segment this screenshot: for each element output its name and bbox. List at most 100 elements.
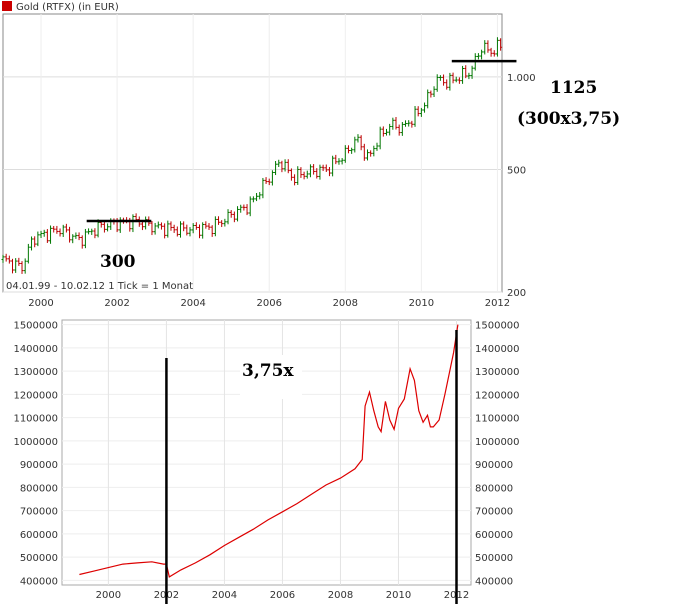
ohlc-bar bbox=[52, 225, 56, 233]
value-y-tick-label-left: 1000000 bbox=[13, 437, 58, 448]
ohlc-bar bbox=[394, 117, 398, 130]
ohlc-bar bbox=[404, 120, 408, 127]
value-x-tick-label: 2006 bbox=[270, 590, 295, 601]
ohlc-bar bbox=[217, 216, 221, 225]
ohlc-bar bbox=[49, 225, 53, 244]
ohlc-bar bbox=[378, 126, 382, 150]
value-y-tick-label-right: 1200000 bbox=[475, 390, 520, 401]
ohlc-bar bbox=[419, 107, 423, 117]
ohlc-bar bbox=[353, 136, 357, 153]
ohlc-bar bbox=[483, 40, 487, 55]
ohlc-bar bbox=[42, 229, 46, 237]
gold-x-axis: 2000 2002 2004 2006 2008 2010 2012 bbox=[28, 298, 510, 309]
value-y-tick-label-left: 700000 bbox=[20, 507, 58, 518]
ohlc-bar bbox=[277, 159, 281, 168]
ohlc-bar bbox=[61, 224, 65, 237]
value-y-tick-label-left: 1200000 bbox=[13, 390, 58, 401]
ohlc-bar bbox=[191, 223, 195, 234]
ohlc-bar bbox=[11, 258, 15, 274]
ohlc-bar bbox=[467, 72, 471, 80]
ohlc-bar bbox=[245, 204, 249, 216]
ohlc-bar bbox=[299, 167, 303, 178]
ohlc-bar bbox=[207, 223, 211, 230]
ohlc-bar bbox=[365, 149, 369, 161]
ohlc-bar bbox=[232, 211, 236, 223]
ohlc-bar bbox=[26, 243, 30, 264]
ohlc-bar bbox=[220, 220, 224, 228]
value-y-tick-label-right: 1000000 bbox=[475, 437, 520, 448]
ohlc-bar bbox=[248, 196, 252, 217]
gold-footer: 04.01.99 - 10.02.12 1 Tick = 1 Monat bbox=[6, 281, 193, 292]
value-y-tick-label-left: 400000 bbox=[20, 576, 58, 587]
ohlc-bar bbox=[429, 90, 433, 98]
value-y-tick-label-left: 1400000 bbox=[13, 344, 58, 355]
annotation-1125: 1125 bbox=[550, 78, 597, 98]
ohlc-bar bbox=[350, 147, 354, 154]
ohlc-bar bbox=[156, 221, 160, 229]
ohlc-bar bbox=[64, 223, 68, 233]
value-y-tick-label-left: 1300000 bbox=[13, 367, 58, 378]
ohlc-bar bbox=[286, 159, 290, 174]
ohlc-bar bbox=[30, 236, 34, 251]
ohlc-bar bbox=[499, 38, 503, 51]
ohlc-bar bbox=[178, 221, 182, 238]
ohlc-bar bbox=[106, 223, 110, 232]
value-y-tick-label-left: 1100000 bbox=[13, 414, 58, 425]
ohlc-bar bbox=[372, 145, 376, 157]
gold-chart-title: Gold (RTFX) (in EUR) bbox=[16, 2, 119, 13]
ohlc-bar bbox=[369, 150, 373, 157]
ohlc-bar bbox=[340, 158, 344, 165]
ohlc-bar bbox=[45, 229, 49, 243]
ohlc-bar bbox=[236, 206, 240, 222]
value-x-tick-label: 2000 bbox=[96, 590, 121, 601]
ohlc-bar bbox=[36, 231, 40, 247]
value-y-tick-label-right: 700000 bbox=[475, 507, 513, 518]
ohlc-bar bbox=[68, 226, 72, 243]
ohlc-bar bbox=[226, 209, 230, 225]
ohlc-bar bbox=[438, 75, 442, 81]
value-chart: 400000 400000 500000 500000 600000 600000 7000… bbox=[13, 319, 520, 604]
ohlc-bar bbox=[23, 258, 27, 274]
ohlc-bar bbox=[331, 155, 335, 177]
ohlc-bar bbox=[343, 145, 347, 163]
ohlc-bar bbox=[381, 126, 385, 137]
value-y-tick-label-left: 500000 bbox=[20, 553, 58, 564]
legend-swatch bbox=[2, 1, 12, 11]
ohlc-bar bbox=[321, 164, 325, 172]
ohlc-bar bbox=[172, 224, 176, 233]
ohlc-bar bbox=[159, 222, 163, 230]
ohlc-bar bbox=[185, 224, 189, 236]
ohlc-bar bbox=[432, 86, 436, 98]
ohlc-bar bbox=[140, 222, 144, 231]
ohlc-bar bbox=[71, 234, 75, 244]
ohlc-bar bbox=[454, 76, 458, 83]
ohlc-bar bbox=[302, 171, 306, 180]
ohlc-bar bbox=[251, 196, 255, 203]
ohlc-bar bbox=[356, 134, 360, 143]
gold-x-tick-label: 2002 bbox=[104, 298, 129, 309]
ohlc-bar bbox=[410, 120, 414, 128]
ohlc-bar bbox=[416, 106, 420, 117]
ohlc-bar bbox=[327, 167, 331, 177]
gold-y-axis: 200 500 1.000 bbox=[507, 73, 536, 299]
ohlc-bar bbox=[17, 257, 21, 266]
ohlc-bar bbox=[77, 232, 81, 241]
value-y-tick-label-left: 900000 bbox=[20, 460, 58, 471]
ohlc-bar bbox=[457, 77, 461, 84]
ohlc-bar bbox=[1, 254, 5, 263]
ohlc-bar bbox=[464, 65, 468, 79]
value-y-tick-label-right: 1500000 bbox=[475, 321, 520, 332]
ohlc-bar bbox=[283, 159, 287, 172]
value-y-tick-label-right: 800000 bbox=[475, 483, 513, 494]
ohlc-bar bbox=[274, 161, 278, 176]
value-y-axis: 400000 400000 500000 500000 600000 600000 7000… bbox=[13, 321, 519, 588]
ohlc-bar bbox=[39, 230, 43, 239]
value-y-tick-label-right: 1400000 bbox=[475, 344, 520, 355]
ohlc-bar bbox=[293, 174, 297, 186]
value-y-tick-label-right: 900000 bbox=[475, 460, 513, 471]
ohlc-bar bbox=[362, 143, 366, 161]
ohlc-bar bbox=[359, 135, 363, 151]
